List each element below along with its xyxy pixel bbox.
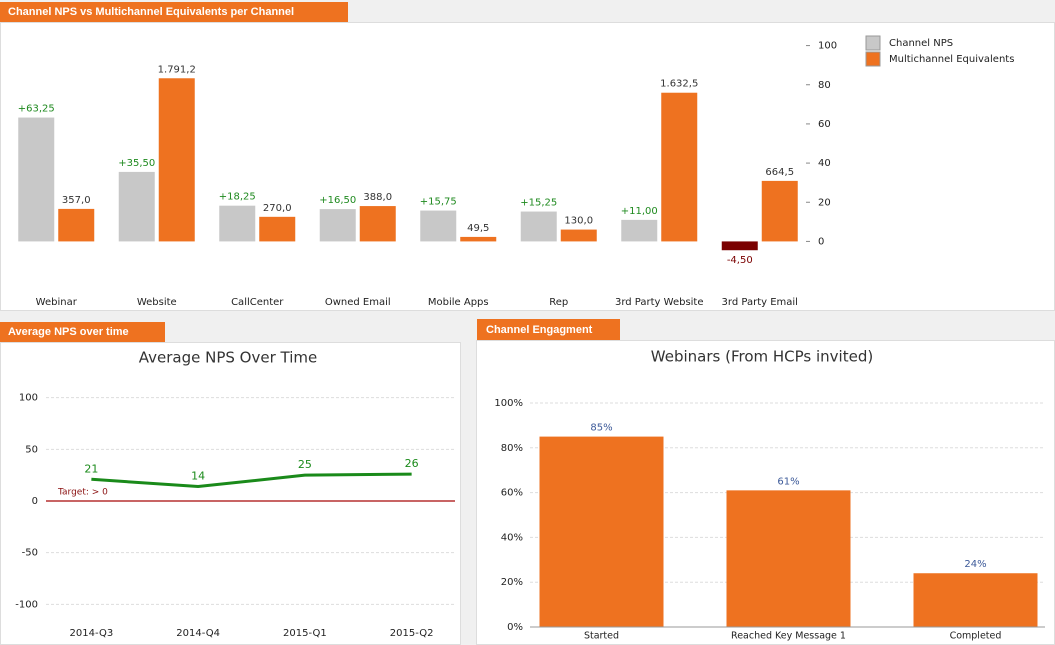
value-label: -4,50 bbox=[727, 255, 753, 266]
x-tick-label: Webinar bbox=[36, 297, 78, 308]
x-tick-label: Owned Email bbox=[325, 297, 391, 308]
x-tick-label: Completed bbox=[950, 631, 1002, 642]
x-tick-label: Mobile Apps bbox=[428, 297, 489, 308]
panel-header bbox=[0, 2, 348, 22]
value-label: 664,5 bbox=[765, 167, 794, 178]
y-tick-label: 20% bbox=[501, 577, 523, 588]
legend-swatch bbox=[865, 35, 881, 51]
y-tick-label: 80 bbox=[818, 80, 831, 91]
value-label: +15,75 bbox=[420, 197, 457, 208]
bar bbox=[539, 436, 664, 627]
bar bbox=[726, 490, 851, 627]
x-tick-label: 2014-Q3 bbox=[70, 628, 114, 639]
value-label: +16,50 bbox=[319, 195, 356, 206]
x-tick-label: 3rd Party Website bbox=[615, 297, 704, 308]
bar bbox=[319, 209, 356, 242]
value-label: 85% bbox=[590, 423, 612, 434]
y-tick-label: 100% bbox=[494, 398, 523, 409]
value-label: 14 bbox=[191, 470, 205, 483]
y-tick-label: 0% bbox=[507, 622, 523, 633]
x-tick-label: 2015-Q1 bbox=[283, 628, 327, 639]
bar bbox=[420, 210, 457, 242]
value-label: 21 bbox=[84, 462, 98, 475]
x-tick-label: Reached Key Message 1 bbox=[731, 631, 846, 642]
panel-header bbox=[0, 322, 165, 342]
legend-label: Multichannel Equivalents bbox=[889, 54, 1014, 65]
legend-label: Channel NPS bbox=[889, 38, 953, 49]
bar bbox=[118, 171, 155, 242]
y-tick-label: 50 bbox=[25, 444, 38, 455]
bar bbox=[913, 573, 1038, 627]
y-tick-label: 60 bbox=[818, 119, 831, 130]
x-tick-label: CallCenter bbox=[231, 297, 284, 308]
value-label: +11,00 bbox=[621, 206, 658, 217]
panel-title: Average NPS over time bbox=[8, 326, 129, 338]
bar bbox=[761, 180, 798, 242]
y-tick-label: 100 bbox=[818, 41, 837, 52]
bar bbox=[560, 229, 597, 242]
y-tick-label: 40% bbox=[501, 532, 523, 543]
value-label: 24% bbox=[964, 559, 986, 570]
y-tick-label: 80% bbox=[501, 443, 523, 454]
bar bbox=[259, 216, 296, 242]
y-tick-label: 0 bbox=[818, 236, 824, 247]
value-label: 25 bbox=[298, 458, 312, 471]
x-tick-label: Website bbox=[137, 297, 177, 308]
panel bbox=[0, 342, 461, 645]
bar bbox=[219, 205, 256, 242]
panel-title: Channel Engagment bbox=[486, 324, 593, 336]
panel-title: Channel NPS vs Multichannel Equivalents … bbox=[8, 6, 294, 18]
target-label: Target: > 0 bbox=[57, 488, 108, 498]
bar bbox=[621, 219, 658, 242]
bar bbox=[460, 236, 497, 242]
panel-header bbox=[477, 319, 620, 340]
value-label: +35,50 bbox=[118, 158, 155, 169]
chart-title: Webinars (From HCPs invited) bbox=[651, 348, 873, 366]
y-tick-label: 100 bbox=[19, 393, 38, 404]
value-label: 388,0 bbox=[363, 192, 392, 203]
bar bbox=[18, 117, 55, 242]
value-label: 61% bbox=[777, 476, 799, 487]
value-label: 357,0 bbox=[62, 195, 91, 206]
value-label: 26 bbox=[405, 457, 419, 470]
y-tick-label: 40 bbox=[818, 158, 831, 169]
y-tick-label: 0 bbox=[32, 496, 38, 507]
value-label: +15,25 bbox=[520, 198, 557, 209]
value-label: +63,25 bbox=[18, 104, 55, 115]
value-label: 270,0 bbox=[263, 203, 292, 214]
y-tick-label: -100 bbox=[15, 599, 38, 610]
x-tick-label: 2014-Q4 bbox=[176, 628, 220, 639]
y-tick-label: 20 bbox=[818, 197, 831, 208]
bar bbox=[359, 206, 396, 242]
y-tick-label: 60% bbox=[501, 488, 523, 499]
line bbox=[91, 472, 412, 489]
bar bbox=[58, 208, 95, 242]
bar bbox=[158, 78, 195, 242]
value-label: 1.632,5 bbox=[660, 79, 698, 90]
bar bbox=[721, 241, 758, 251]
x-tick-label: 2015-Q2 bbox=[390, 628, 434, 639]
bar bbox=[661, 92, 698, 242]
chart-title: Average NPS Over Time bbox=[139, 349, 317, 367]
value-label: 1.791,2 bbox=[158, 64, 196, 75]
x-tick-label: Rep bbox=[549, 297, 568, 308]
bar bbox=[520, 211, 557, 242]
x-tick-label: 3rd Party Email bbox=[722, 297, 798, 308]
y-tick-label: -50 bbox=[22, 548, 38, 559]
value-label: 130,0 bbox=[564, 216, 593, 227]
value-label: +18,25 bbox=[219, 192, 256, 203]
legend-swatch bbox=[865, 51, 881, 67]
x-tick-label: Started bbox=[584, 631, 619, 642]
value-label: 49,5 bbox=[467, 223, 489, 234]
